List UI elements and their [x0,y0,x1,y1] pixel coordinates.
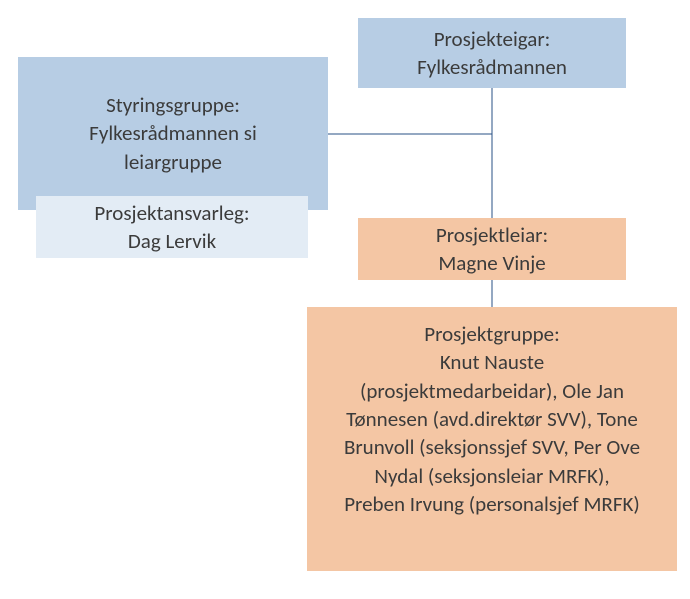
node-subtitle: Fylkesrådmannen si leiargruppe [89,119,257,176]
node-subtitle: Dag Lervik [128,227,216,255]
node-project-owner: Prosjekteigar: Fylkesrådmannen [358,18,626,88]
node-body: Knut Nauste (prosjektmedarbeidar), Ole J… [344,348,640,518]
node-steering-group: Styringsgruppe: Fylkesrådmannen si leiar… [18,57,328,210]
node-title: Prosjekteigar: [434,25,551,53]
node-title: Prosjektgruppe: [424,320,559,348]
node-title: Prosjektansvarleg: [94,199,249,227]
node-subtitle: Magne Vinje [438,249,545,277]
node-title: Styringsgruppe: [106,91,240,119]
node-project-leader: Prosjektleiar: Magne Vinje [358,218,626,280]
node-subtitle: Fylkesrådmannen [417,53,567,81]
node-project-group: Prosjektgruppe: Knut Nauste (prosjektmed… [307,307,677,571]
node-title: Prosjektleiar: [436,221,548,249]
node-project-responsible: Prosjektansvarleg: Dag Lervik [36,196,308,258]
